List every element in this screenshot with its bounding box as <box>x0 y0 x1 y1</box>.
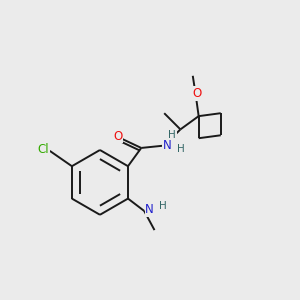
Text: N: N <box>145 203 154 216</box>
Text: O: O <box>113 130 122 143</box>
Text: H: H <box>168 130 176 140</box>
Text: Cl: Cl <box>38 143 49 156</box>
Text: O: O <box>193 87 202 100</box>
Text: H: H <box>176 144 184 154</box>
Text: H: H <box>160 201 167 211</box>
Text: N: N <box>163 139 172 152</box>
